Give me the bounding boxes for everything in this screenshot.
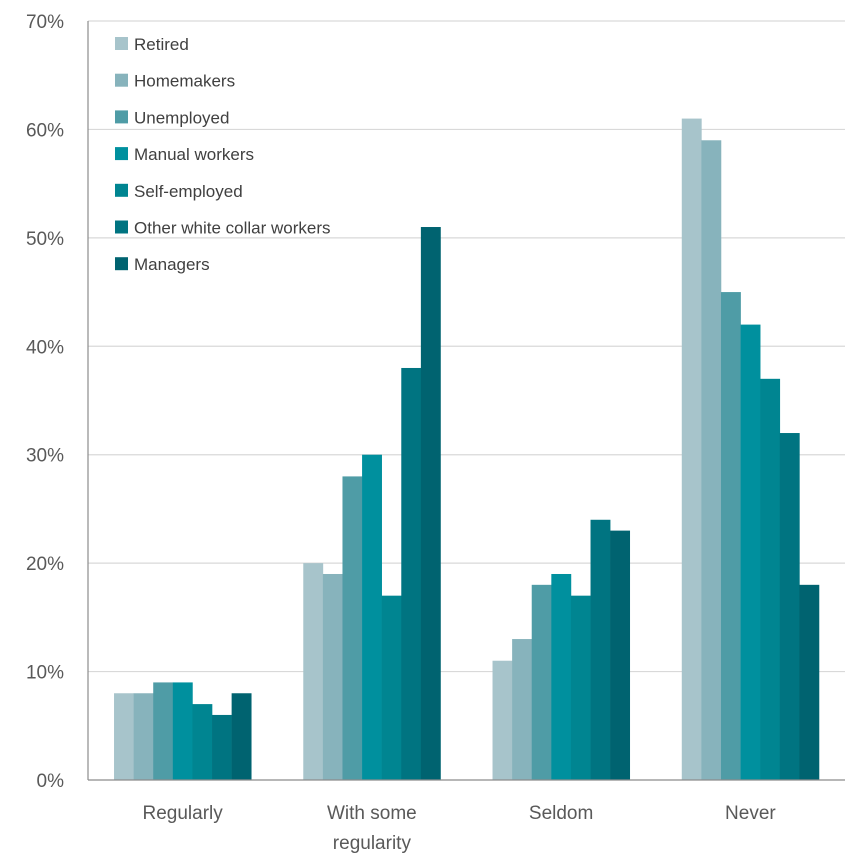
bar-0-4 <box>192 704 213 780</box>
legend-label: Unemployed <box>134 108 229 127</box>
bar-2-2 <box>531 584 552 780</box>
bar-0-2 <box>153 682 174 780</box>
bar-2-4 <box>570 595 591 780</box>
bar-3-4 <box>760 378 781 780</box>
bar-1-1 <box>322 573 343 780</box>
legend-swatch <box>115 73 128 87</box>
bar-0-0 <box>114 693 134 780</box>
legend-swatch <box>115 220 128 234</box>
y-tick-label: 30% <box>26 446 64 467</box>
x-category-labels: Regularly With some regularity Seldom Never <box>142 803 776 854</box>
y-tick-label: 10% <box>26 663 64 684</box>
bar-1-4 <box>381 595 402 780</box>
gridlines <box>88 20 845 673</box>
bar-0-5 <box>212 714 232 780</box>
bar-0-3 <box>172 682 193 780</box>
bar-1-0 <box>303 563 324 780</box>
bar-2-3 <box>551 573 572 780</box>
legend-swatch <box>115 37 128 50</box>
bar-3-2 <box>720 292 741 780</box>
bar-2-6 <box>610 530 631 780</box>
x-category-label: regularity <box>333 833 412 854</box>
bar-2-0 <box>492 660 513 780</box>
bar-2-1 <box>512 639 533 780</box>
legend: Retired Homemakers Unemployed Manual worker… <box>115 35 331 274</box>
bar-1-6 <box>420 227 441 780</box>
y-tick-label: 60% <box>26 120 64 141</box>
y-tick-labels: 0% 10% 20% 30% 40% 50% 60% 70% <box>26 12 64 792</box>
bar-3-0 <box>681 118 702 781</box>
bar-1-5 <box>401 367 422 780</box>
legend-swatch <box>115 147 128 161</box>
legend-label: Self-employed <box>134 182 243 201</box>
legend-swatch <box>115 183 128 197</box>
y-tick-label: 0% <box>37 771 65 792</box>
bar-3-6 <box>799 584 820 780</box>
legend-label: Manual workers <box>134 145 254 164</box>
axes <box>87 21 845 781</box>
y-tick-label: 70% <box>26 12 64 33</box>
x-category-label: Seldom <box>529 803 593 824</box>
legend-swatch <box>115 110 128 124</box>
bar-0-6 <box>231 693 252 780</box>
legend-label: Homemakers <box>134 72 235 91</box>
legend-swatch <box>115 257 128 271</box>
bar-1-2 <box>342 476 363 780</box>
bar-0-1 <box>133 693 154 780</box>
bars <box>114 118 820 781</box>
x-category-label: Never <box>725 803 776 824</box>
bar-3-1 <box>701 140 722 780</box>
bar-1-3 <box>362 454 382 780</box>
x-category-label: With some <box>327 803 417 824</box>
legend-label: Managers <box>134 255 210 274</box>
bar-2-5 <box>590 519 611 780</box>
y-tick-label: 20% <box>26 554 64 575</box>
y-tick-label: 40% <box>26 337 64 358</box>
x-category-label: Regularly <box>142 803 223 824</box>
legend-label: Retired <box>134 35 189 54</box>
y-tick-label: 50% <box>26 229 64 250</box>
bar-3-3 <box>740 324 761 780</box>
bar-3-5 <box>779 433 800 780</box>
legend-label: Other white collar workers <box>134 219 331 238</box>
